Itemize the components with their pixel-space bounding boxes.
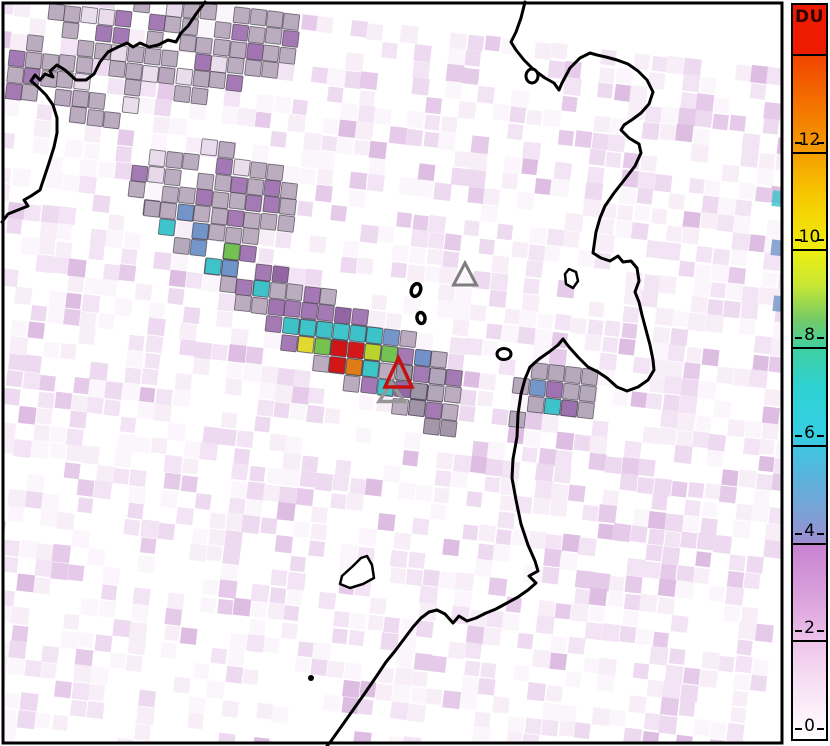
colorbar-tick-dash — [817, 434, 824, 437]
island-bean — [563, 267, 580, 290]
colorbar-boundary-line — [793, 542, 826, 545]
colorbar-boundary-line — [793, 249, 826, 252]
map-border — [1, 1, 784, 745]
island-ring-west — [495, 347, 513, 361]
colorbar-tick-dash — [795, 337, 802, 340]
colorbar-tick-dash — [817, 532, 824, 535]
east-landmass-coast — [325, 0, 656, 746]
colorbar-tick-dash — [795, 239, 802, 242]
colorbar-tick-label: 10 — [798, 227, 821, 248]
colorbar: DU 12 10 8 6 4 2 0 — [791, 3, 828, 741]
colorbar-tick-label: 4 — [804, 520, 815, 541]
colorbar-tick-dash — [795, 434, 802, 437]
colorbar-tick-dash — [795, 630, 802, 633]
colorbar-tick-label: 12 — [798, 129, 821, 150]
colorbar-tick-dash — [817, 630, 824, 633]
colorbar-boundary-line — [793, 444, 826, 447]
colorbar-unit-label: DU — [795, 7, 824, 27]
colorbar-tick-label: 6 — [804, 422, 815, 443]
colorbar-tick-dash — [817, 239, 824, 242]
volcano-triangle-gray-south — [375, 379, 408, 404]
colorbar-tick-label: 2 — [804, 618, 815, 639]
islet-comma-2 — [415, 310, 427, 326]
colorbar-tick-dash — [817, 728, 824, 730]
colorbar-tick-dash — [817, 141, 824, 144]
colorbar-boundary-line — [793, 54, 826, 56]
island-triangle-south — [338, 554, 376, 590]
colorbar-tick-label: 8 — [804, 325, 815, 346]
colorbar-boundary-line — [793, 640, 826, 643]
island-ring-north — [524, 67, 540, 85]
coastal-dot — [308, 675, 314, 681]
colorbar-tick-dash — [795, 532, 802, 535]
colorbar-tick-dash — [817, 337, 824, 340]
colorbar-gradient — [793, 55, 826, 739]
colorbar-tick-label: 0 — [804, 716, 815, 736]
islet-comma-1 — [409, 281, 423, 299]
volcano-triangle-red — [382, 353, 415, 389]
northwest-coast — [0, 0, 207, 224]
colorbar-cap: DU — [793, 5, 826, 55]
colorbar-tick-dash — [795, 728, 802, 730]
colorbar-tick-dash — [795, 141, 802, 144]
colorbar-boundary-line — [793, 347, 826, 350]
colorbar-boundary-line — [793, 151, 826, 154]
volcano-triangle-gray-north — [451, 259, 479, 287]
